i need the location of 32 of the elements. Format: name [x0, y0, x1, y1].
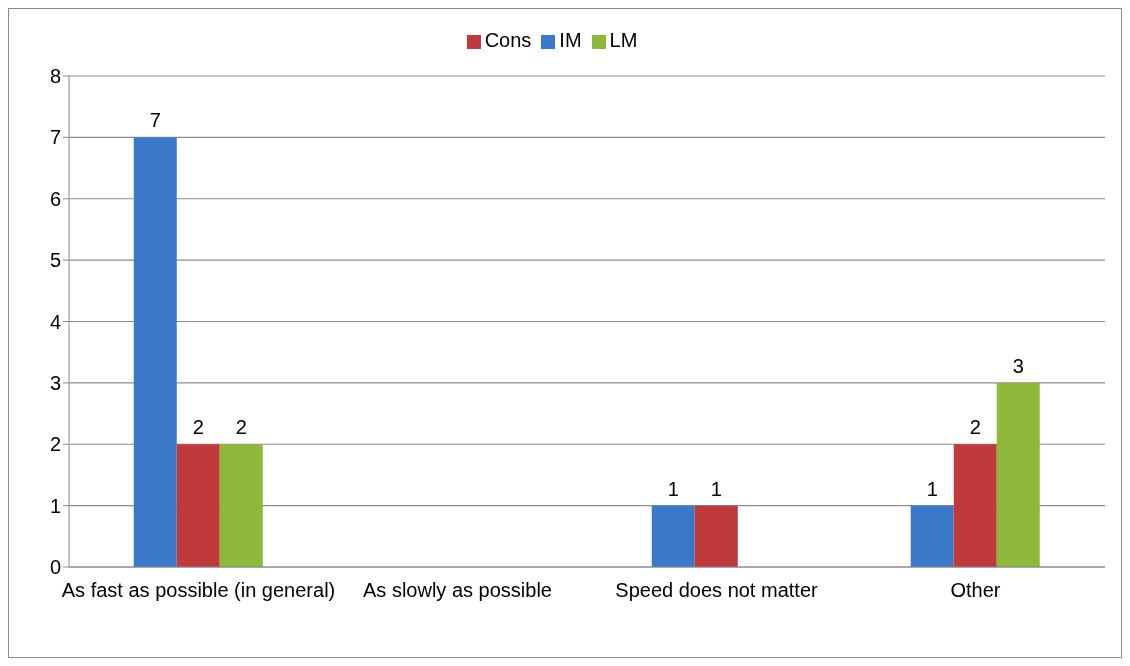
y-tick-label: 8: [49, 65, 61, 88]
data-label: 2: [235, 416, 247, 439]
x-tick-label: Other: [950, 579, 1001, 602]
y-tick-label: 0: [49, 556, 61, 579]
legend-label: Cons: [484, 29, 532, 51]
bar: [996, 382, 1040, 567]
data-label: 1: [667, 477, 679, 500]
bar: [219, 444, 263, 567]
y-tick-label: 3: [49, 371, 61, 394]
data-label: 1: [926, 477, 938, 500]
y-tick-label: 1: [49, 494, 61, 517]
bar: [694, 505, 738, 567]
data-label: 2: [969, 416, 981, 439]
bar: [910, 505, 954, 567]
data-label: 1: [710, 477, 722, 500]
bar: [176, 444, 220, 567]
y-tick-label: 2: [49, 433, 61, 456]
legend-label: LM: [609, 29, 638, 51]
bar: [133, 137, 177, 567]
bar: [651, 505, 695, 567]
data-label: 3: [1012, 354, 1024, 377]
legend-label: IM: [559, 29, 582, 51]
data-label: 2: [192, 416, 204, 439]
data-label: 7: [149, 109, 161, 132]
y-tick-label: 7: [49, 126, 61, 149]
y-tick-label: 4: [49, 310, 61, 333]
y-tick-label: 6: [49, 187, 61, 210]
bar: [953, 444, 997, 567]
x-tick-label: Speed does not matter: [615, 579, 819, 602]
x-tick-label: As slowly as possible: [363, 579, 552, 602]
x-tick-label: As fast as possible (in general): [61, 579, 336, 602]
y-tick-label: 5: [49, 249, 61, 272]
